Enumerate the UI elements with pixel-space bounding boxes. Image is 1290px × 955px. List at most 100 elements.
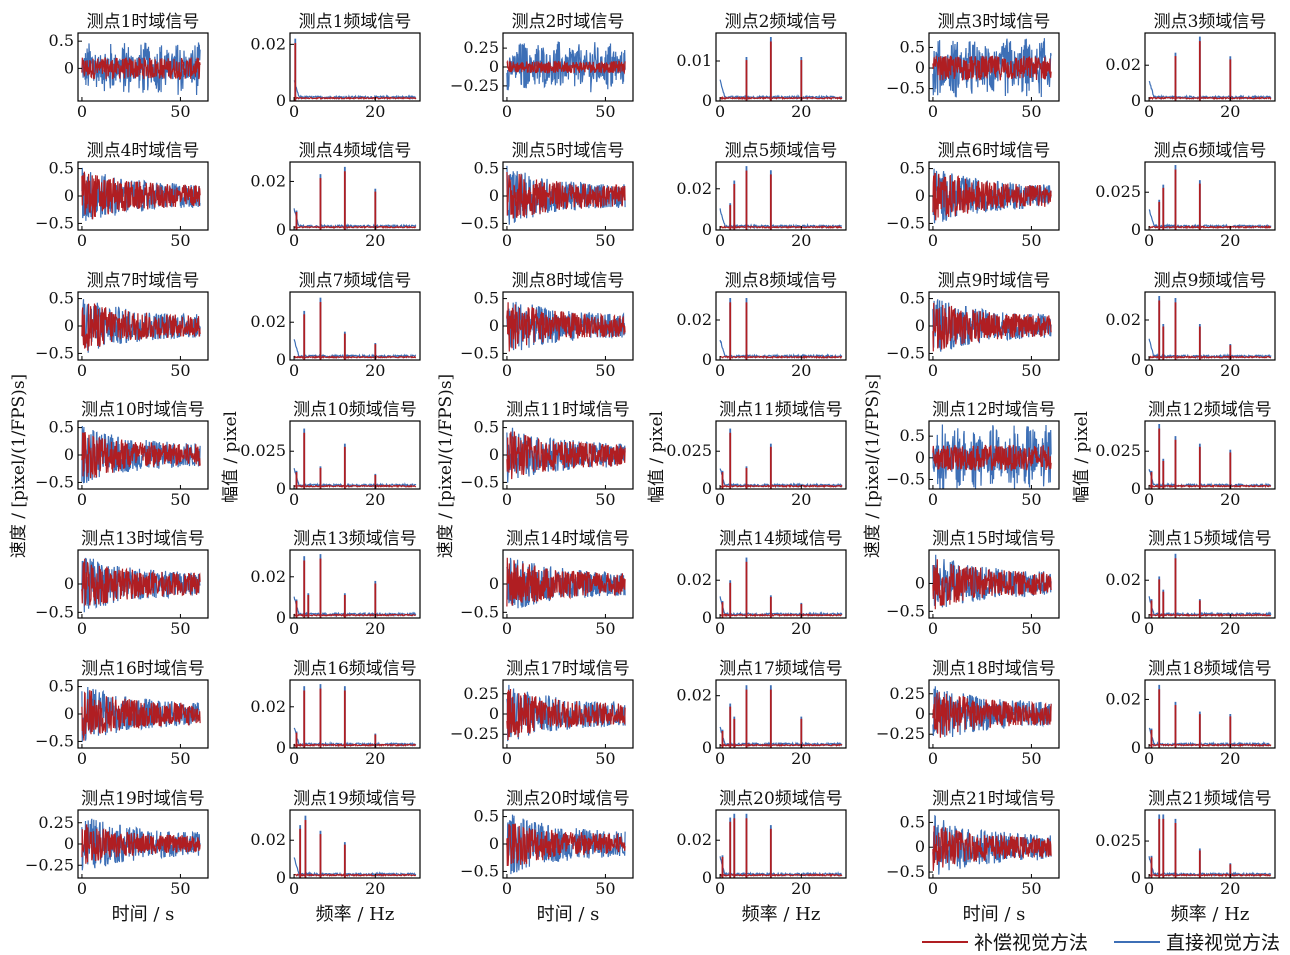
subplot-title: 测点6频域信号: [1154, 141, 1267, 161]
y-tick-label: 0: [915, 58, 925, 77]
y-tick-label: 0.25: [463, 38, 499, 57]
x-tick-label: 0: [289, 619, 299, 638]
x-axis-label: 频率 / Hz: [316, 904, 395, 925]
plot-area: [506, 557, 626, 609]
axes-frame: [289, 32, 421, 102]
x-tick-label: 0: [289, 231, 299, 250]
y-tick-label: 0: [276, 608, 286, 627]
y-tick-label: 0.02: [250, 312, 286, 331]
series-compensated: [293, 873, 417, 878]
x-tick-label: 50: [1021, 102, 1041, 121]
y-tick-label: 0.5: [474, 289, 499, 308]
y-tick-label: 0.025: [1095, 182, 1141, 201]
y-tick-label: 0: [702, 868, 712, 887]
series-compensated: [506, 431, 626, 480]
subplot-title: 测点16时域信号: [81, 659, 205, 679]
y-tick-label: −0.5: [460, 472, 499, 491]
series-direct: [293, 80, 417, 101]
plot-area: [719, 557, 843, 618]
x-axis-label: 时间 / s: [112, 904, 175, 925]
y-tick-label: 0: [64, 445, 74, 464]
subplot-title: 测点17频域信号: [719, 659, 843, 679]
x-tick-label: 20: [365, 490, 385, 509]
x-tick-label: 0: [1144, 749, 1154, 768]
subplot-title: 测点1时域信号: [87, 12, 200, 32]
subplot-title: 测点2频域信号: [725, 12, 838, 32]
y-tick-label: 0.025: [240, 441, 286, 460]
plot-area: [506, 684, 626, 742]
subplot: 测点14频域信号 0 20 0 0.02: [676, 529, 847, 638]
y-tick-label: −0.5: [460, 861, 499, 880]
series-compensated: [932, 172, 1052, 221]
x-tick-label: 0: [1144, 490, 1154, 509]
x-tick-label: 50: [595, 231, 615, 250]
y-tick-label: 0: [64, 58, 74, 77]
y-tick-label: −0.5: [886, 469, 925, 488]
subplot-title: 测点17时域信号: [506, 659, 630, 679]
subplot-title: 测点12时域信号: [932, 400, 1056, 420]
legend-item-direct: 直接视觉方法: [1113, 928, 1280, 955]
x-axis-label: 频率 / Hz: [1171, 904, 1250, 925]
plot-area: [932, 299, 1052, 352]
legend-swatch-direct: [1113, 940, 1160, 943]
x-tick-label: 50: [170, 490, 190, 509]
x-tick-label: 0: [928, 490, 938, 509]
y-tick-label: 0: [489, 834, 499, 853]
subplot-title: 测点12频域信号: [1148, 400, 1272, 420]
y-tick-label: 0: [915, 316, 925, 335]
plot-area: [1148, 36, 1272, 101]
plot-area: [506, 427, 626, 483]
plot-area: [81, 818, 201, 871]
series-compensated: [932, 825, 1052, 871]
axes-frame: [1144, 809, 1276, 879]
y-tick-label: 0: [702, 738, 712, 757]
y-tick-label: 0.02: [1105, 570, 1141, 589]
x-tick-label: 50: [595, 490, 615, 509]
subplot: 测点13频域信号 0 20 0 0.02: [250, 529, 421, 638]
axes-frame: [928, 549, 1060, 619]
axes-frame: [1144, 161, 1276, 231]
y-tick-label: 0.5: [900, 37, 925, 56]
series-compensated: [293, 743, 417, 748]
plot-area: [293, 815, 417, 878]
subplot-title: 测点9时域信号: [938, 271, 1051, 291]
subplot-title: 测点4时域信号: [87, 141, 200, 161]
x-tick-label: 50: [595, 619, 615, 638]
subplot-title: 测点18时域信号: [932, 659, 1056, 679]
plot-area: [932, 686, 1052, 738]
y-tick-label: 0.25: [38, 813, 74, 832]
axes-frame: [715, 809, 847, 879]
subplot: 测点3频域信号 0 20 0 0.02: [1105, 12, 1276, 121]
subplot-title: 测点20时域信号: [506, 789, 630, 809]
x-tick-label: 0: [502, 102, 512, 121]
y-tick-label: 0.5: [900, 426, 925, 445]
x-tick-label: 0: [502, 749, 512, 768]
series-compensated: [932, 559, 1052, 610]
y-tick-label: −0.25: [450, 724, 499, 743]
y-tick-label: 0.02: [250, 171, 286, 190]
subplot: 测点5频域信号 0 20 0 0.02: [676, 141, 847, 250]
series-direct: [1148, 856, 1272, 878]
plot-area: [293, 297, 417, 360]
subplot: 测点19频域信号 0 20 0 0.02: [250, 789, 421, 898]
series-compensated: [932, 691, 1052, 738]
y-tick-label: −0.25: [450, 76, 499, 95]
legend-swatch-compensated: [921, 940, 968, 943]
series-compensated: [506, 171, 626, 219]
y-tick-label: 0.02: [676, 686, 712, 705]
subplot-title: 测点21时域信号: [932, 789, 1056, 809]
plot-area: [81, 299, 201, 353]
series-direct: [293, 727, 417, 747]
x-tick-label: 20: [1220, 619, 1240, 638]
series-direct: [719, 596, 843, 617]
x-tick-label: 0: [928, 231, 938, 250]
x-tick-label: 50: [595, 749, 615, 768]
subplot: 测点16频域信号 0 20 0 0.02: [250, 659, 421, 768]
subplot: 测点10频域信号 0 20 0 0.025: [240, 400, 421, 509]
y-tick-label: −0.5: [460, 602, 499, 621]
y-tick-label: 0.01: [676, 51, 712, 70]
y-tick-label: 0.02: [250, 34, 286, 53]
